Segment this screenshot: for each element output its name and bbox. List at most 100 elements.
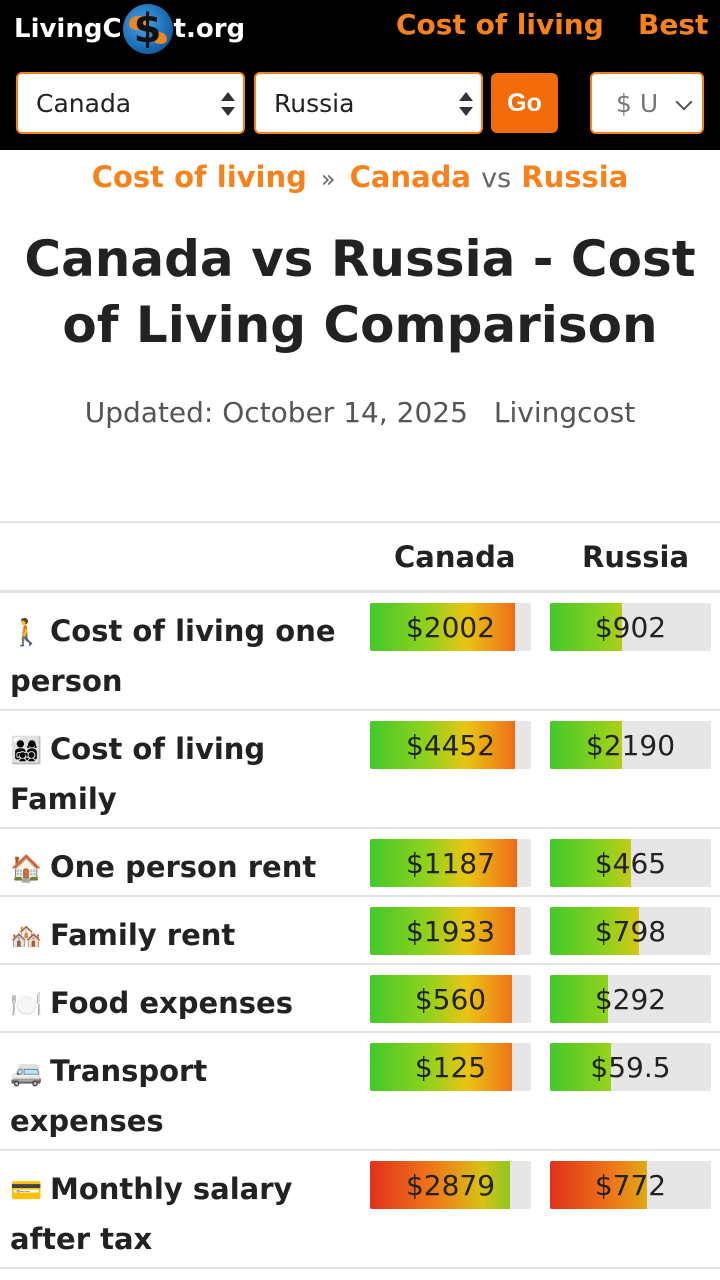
value-text: $560 — [414, 982, 487, 1016]
row-emoji-icon: 👨‍👩‍👧‍👦 — [10, 736, 43, 766]
updated-source[interactable]: Livingcost — [493, 396, 636, 429]
value-text: $4452 — [405, 728, 496, 762]
value-text: $772 — [594, 1168, 667, 1202]
value-text: $1187 — [405, 846, 496, 880]
value-text: $2879 — [405, 1168, 496, 1202]
nav-cost-of-living[interactable]: Cost of living — [396, 8, 604, 41]
value-bar-country-b: $292 — [550, 975, 711, 1023]
row-label-text: Family rent — [50, 918, 236, 952]
row-label[interactable]: 👨‍👩‍👧‍👦 Cost of living Family — [10, 725, 360, 823]
value-bar-country-b: $465 — [550, 839, 711, 887]
value-text: $465 — [594, 846, 667, 880]
value-text: $2190 — [585, 728, 676, 762]
value-bar-country-a: $1933 — [370, 907, 531, 955]
logo-dollar: $ — [133, 6, 162, 52]
value-bar-fill — [550, 907, 639, 955]
table-row: 🍽️ Food expenses $560 $292 — [0, 965, 720, 1033]
row-label-text: One person rent — [50, 850, 317, 884]
select-arrows-icon — [221, 92, 235, 116]
table-row: 👨‍👩‍👧‍👦 Cost of living Family $4452 $2190 — [0, 711, 720, 829]
value-bar-fill — [550, 1161, 647, 1209]
value-bar-fill — [550, 975, 608, 1023]
value-bar-country-a: $2879 — [370, 1161, 531, 1209]
row-emoji-icon: 🚐 — [10, 1058, 43, 1088]
country-b-value: Russia — [274, 88, 355, 118]
breadcrumb-country-a[interactable]: Canada — [349, 160, 471, 194]
comparison-table: Canada Russia 🚶 Cost of living one person… — [0, 521, 720, 1269]
value-text: $125 — [414, 1050, 487, 1084]
value-text: $292 — [594, 982, 667, 1016]
value-bar-country-a: $1187 — [370, 839, 531, 887]
currency-value: $ U — [616, 88, 659, 118]
breadcrumb-home[interactable]: Cost of living — [91, 160, 307, 194]
page-title: Canada vs Russia - Cost of Living Compar… — [24, 230, 696, 354]
value-bar-fill — [370, 603, 515, 651]
table-row: 🏠 One person rent $1187 $465 — [0, 829, 720, 897]
value-bar-fill — [370, 839, 517, 887]
country-a-value: Canada — [36, 88, 132, 118]
row-emoji-icon: 🚶 — [10, 618, 43, 648]
table-header: Canada Russia — [0, 523, 720, 593]
site-logo[interactable]: LivingC $ t.org — [14, 4, 245, 54]
row-label[interactable]: 🚐 Transport expenses — [10, 1047, 360, 1145]
value-bar-fill — [370, 1043, 512, 1091]
row-label-text: Transport expenses — [10, 1054, 208, 1138]
row-label-text: Monthly salary after tax — [10, 1172, 293, 1256]
updated-date: Updated: October 14, 2025 — [84, 396, 468, 429]
value-bar-country-b: $902 — [550, 603, 711, 651]
row-label[interactable]: 🚶 Cost of living one person — [10, 607, 360, 705]
row-label[interactable]: 🏠 One person rent — [10, 843, 360, 893]
value-bar-country-a: $4452 — [370, 721, 531, 769]
row-label[interactable]: 💳 Monthly salary after tax — [10, 1165, 360, 1263]
updated-line: Updated: October 14, 2025 Livingcost — [0, 396, 720, 429]
column-header-country-b: Russia — [582, 540, 690, 574]
table-row: 🏘️ Family rent $1933 $798 — [0, 897, 720, 965]
row-label-text: Food expenses — [50, 986, 293, 1020]
value-bar-fill — [550, 1043, 612, 1091]
row-label[interactable]: 🏘️ Family rent — [10, 911, 360, 961]
breadcrumb-separator: » — [320, 165, 336, 193]
value-bar-fill — [550, 721, 623, 769]
value-bar-country-b: $772 — [550, 1161, 711, 1209]
value-bar-country-a: $2002 — [370, 603, 531, 651]
value-text: $2002 — [405, 610, 496, 644]
select-arrows-icon — [459, 92, 473, 116]
globe-icon: $ — [122, 4, 173, 54]
value-bar-fill — [370, 975, 512, 1023]
value-text: $1933 — [405, 914, 496, 948]
row-label[interactable]: 🍽️ Food expenses — [10, 979, 360, 1029]
value-bar-country-b: $59.5 — [550, 1043, 711, 1091]
row-emoji-icon: 🏠 — [10, 854, 43, 884]
row-emoji-icon: 🍽️ — [10, 990, 43, 1020]
value-bar-country-b: $2190 — [550, 721, 711, 769]
row-emoji-icon: 💳 — [10, 1176, 43, 1206]
chevron-down-icon — [675, 93, 693, 111]
value-text: $59.5 — [590, 1050, 671, 1084]
value-bar-country-a: $125 — [370, 1043, 531, 1091]
country-a-select[interactable]: Canada — [16, 72, 245, 134]
value-bar-country-b: $798 — [550, 907, 711, 955]
nav-best[interactable]: Best — [638, 8, 709, 41]
value-bar-fill — [370, 1161, 511, 1209]
logo-text-suffix: t.org — [173, 14, 246, 44]
table-row: 🚶 Cost of living one person $2002 $902 — [0, 593, 720, 711]
value-bar-country-a: $560 — [370, 975, 531, 1023]
go-button[interactable]: Go — [491, 73, 558, 133]
value-bar-fill — [550, 839, 631, 887]
table-row: 💳 Monthly salary after tax $2879 $772 — [0, 1151, 720, 1269]
value-bar-fill — [370, 907, 515, 955]
breadcrumb-vs: vs — [481, 163, 512, 194]
country-b-select[interactable]: Russia — [254, 72, 483, 134]
table-row: 🚐 Transport expenses $125 $59.5 — [0, 1033, 720, 1151]
column-header-country-a: Canada — [394, 540, 516, 574]
row-emoji-icon: 🏘️ — [10, 922, 43, 952]
value-bar-fill — [370, 721, 515, 769]
row-label-text: Cost of living Family — [10, 732, 266, 816]
value-text: $902 — [594, 610, 667, 644]
top-header: LivingC $ t.org Cost of living Best Cana… — [0, 0, 720, 150]
value-text: $798 — [594, 914, 667, 948]
logo-text-prefix: LivingC — [14, 14, 122, 44]
row-label-text: Cost of living one person — [10, 614, 336, 698]
breadcrumb-country-b[interactable]: Russia — [521, 160, 629, 194]
currency-select[interactable]: $ U — [590, 72, 704, 134]
